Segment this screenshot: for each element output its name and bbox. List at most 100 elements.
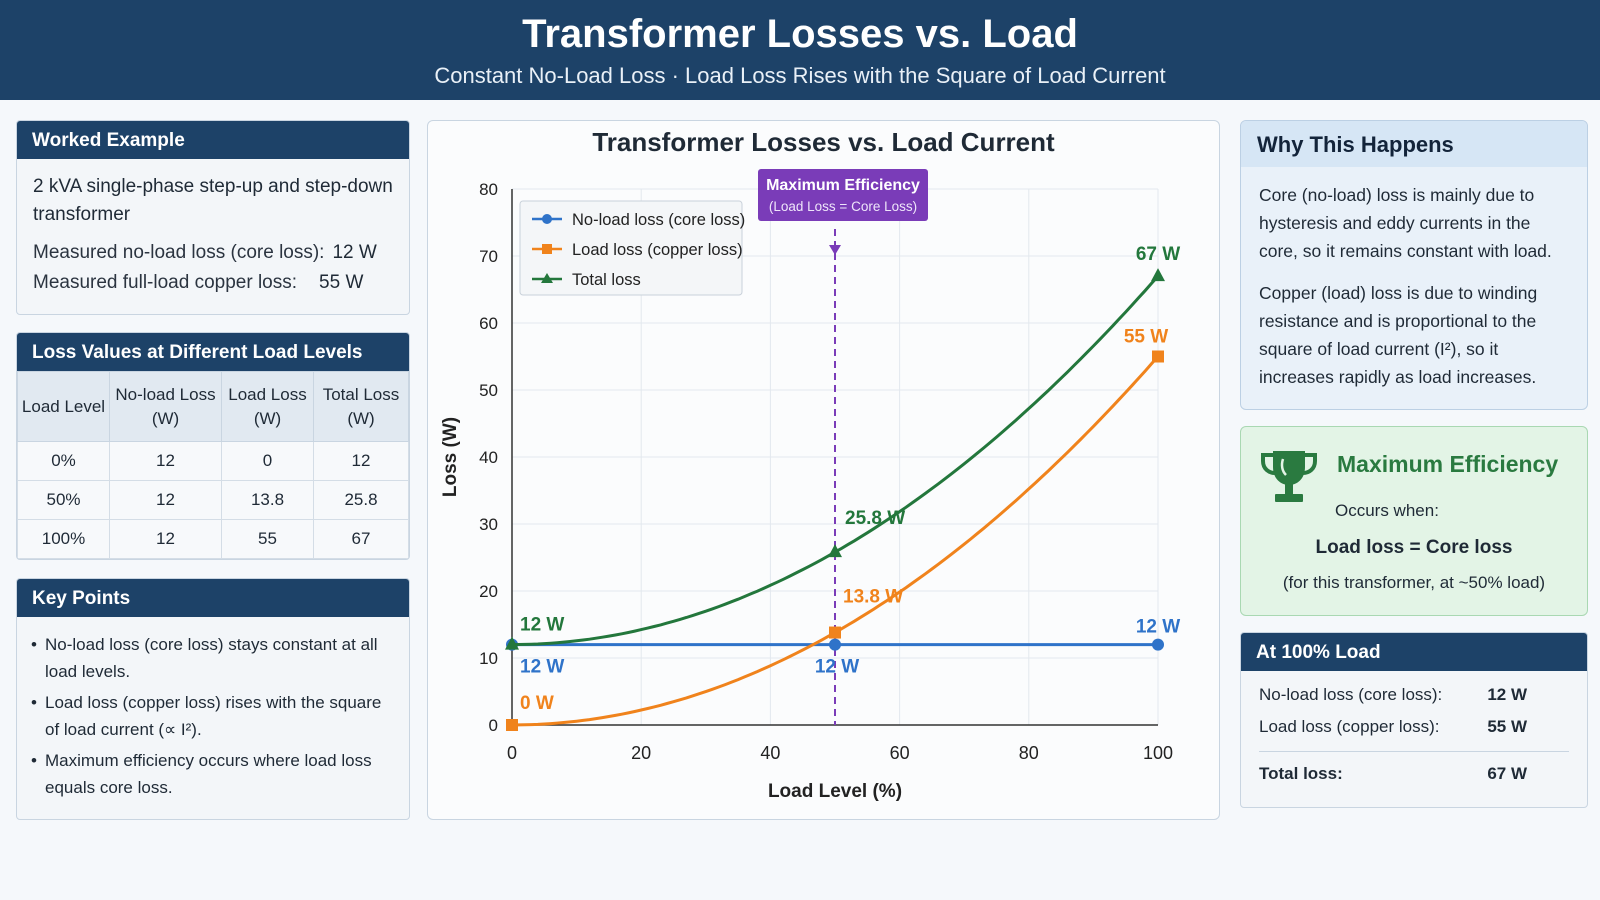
data-label: 0 W <box>520 693 554 714</box>
data-point <box>1152 350 1164 363</box>
full-load-panel: At 100% Load No-load loss (core loss): 1… <box>1240 632 1588 808</box>
x-tick-label: 40 <box>760 743 780 763</box>
table-cell: 12 <box>109 519 222 559</box>
max-efficiency-title: Maximum Efficiency <box>1337 451 1559 477</box>
noload-loss-label: Measured no-load loss (core loss): <box>33 242 325 263</box>
table-row: 50% 12 13.8 25.8 <box>17 480 409 520</box>
x-tick-label: 60 <box>890 743 910 763</box>
full-load-noload-label: No-load loss (core loss): <box>1259 685 1443 704</box>
y-tick-label: 70 <box>479 247 498 266</box>
x-tick-label: 0 <box>507 743 517 763</box>
max-efficiency-note: (for this transformer, at ~50% load) <box>1282 573 1546 592</box>
table-cell: 55 <box>221 519 314 559</box>
max-efficiency-panel: Maximum Efficiency Occurs when: Load los… <box>1240 426 1588 616</box>
divider <box>1259 751 1569 752</box>
data-point <box>1151 268 1165 282</box>
full-load-copper-value: 55 W <box>1487 717 1527 736</box>
table-cell: 0 <box>221 441 314 481</box>
y-tick-label: 20 <box>479 582 498 601</box>
copper-loss-label: Measured full-load copper loss: <box>33 272 298 293</box>
chart-legend <box>519 200 743 296</box>
data-point <box>1152 638 1164 651</box>
chart-panel: 0 20 40 60 80 100 0 10 20 30 40 50 60 70 80 Load Level … <box>427 120 1220 820</box>
full-load-total-value: 67 W <box>1487 764 1527 783</box>
worked-example-panel: Worked Example 2 kVA single-phase step-u… <box>16 120 410 315</box>
data-label: 12 W <box>520 657 564 678</box>
x-axis-label: Load Level (%) <box>768 781 902 802</box>
data-label: 12 W <box>815 657 859 678</box>
y-tick-label: 80 <box>479 180 498 199</box>
table-row: 0% 12 0 12 <box>17 441 409 481</box>
data-point <box>829 626 841 639</box>
data-point <box>506 719 518 731</box>
loss-chart: 0 20 40 60 80 100 0 10 20 30 40 50 60 70 80 Load Level … <box>440 169 1180 802</box>
legend-entry: No-load loss (core loss) <box>572 211 745 229</box>
data-label: 13.8 W <box>843 587 903 608</box>
list-item: No-load loss (core loss) stays constant … <box>31 631 395 685</box>
table-cell: 12 <box>313 441 409 481</box>
x-tick-label: 20 <box>631 743 651 763</box>
noload-loss-value: 12 W <box>332 242 377 263</box>
full-load-copper-label: Load loss (copper loss): <box>1259 717 1440 736</box>
legend-entry: Total loss <box>572 271 641 289</box>
full-load-noload-value: 12 W <box>1487 685 1527 704</box>
key-points-title: Key Points <box>17 579 409 617</box>
max-efficiency-occurs: Occurs when: <box>1335 501 1439 520</box>
data-label: 12 W <box>520 615 564 636</box>
max-efficiency-arrow <box>829 245 841 255</box>
legend-marker <box>542 214 552 224</box>
table-header: Total Loss (W) <box>313 371 409 442</box>
loss-table-panel: Loss Values at Different Load Levels Loa… <box>16 332 410 560</box>
key-points-panel: Key Points No-load loss (core loss) stay… <box>16 578 410 820</box>
data-label: 67 W <box>1136 244 1180 265</box>
data-point <box>828 544 842 558</box>
list-item: Maximum efficiency occurs where load los… <box>31 747 395 801</box>
table-header: Load Level <box>17 371 110 442</box>
page-title: Transformer Losses vs. Load <box>522 12 1078 56</box>
full-load-title: At 100% Load <box>1241 633 1587 671</box>
max-efficiency-callout-title: Maximum Efficiency <box>766 177 920 194</box>
key-points-list: No-load loss (core loss) stays constant … <box>17 617 409 801</box>
y-tick-label: 60 <box>479 314 498 333</box>
full-load-total-label: Total loss: <box>1259 764 1343 783</box>
table-cell: 12 <box>109 441 222 481</box>
trophy-icon <box>1261 451 1317 502</box>
table-row: 100% 12 55 67 <box>17 519 409 559</box>
table-header: No-load Loss (W) <box>109 371 222 442</box>
table-cell: 100% <box>17 519 110 559</box>
legend-entry: Load loss (copper loss) <box>572 241 743 259</box>
y-tick-label: 30 <box>479 515 498 534</box>
chart-title: Transformer Losses vs. Load Current <box>592 127 1055 157</box>
legend-marker <box>542 244 552 254</box>
copper-loss-value: 55 W <box>319 272 364 293</box>
table-cell: 25.8 <box>313 480 409 520</box>
y-tick-label: 50 <box>479 381 498 400</box>
y-axis-label: Loss (W) <box>440 417 461 497</box>
why-paragraph-core: Core (no-load) loss is mainly due to hys… <box>1259 185 1552 261</box>
loss-table-title: Loss Values at Different Load Levels <box>17 333 409 371</box>
table-cell: 0% <box>17 441 110 481</box>
data-point <box>829 638 841 651</box>
data-label: 25.8 W <box>845 508 905 529</box>
data-label: 55 W <box>1124 327 1168 348</box>
transformer-description: 2 kVA single-phase step-up and step-down… <box>33 176 393 225</box>
table-cell: 50% <box>17 480 110 520</box>
x-tick-label: 80 <box>1019 743 1039 763</box>
max-efficiency-callout-subtitle: (Load Loss = Core Loss) <box>769 199 917 214</box>
table-header: Load Loss (W) <box>221 371 314 442</box>
max-efficiency-callout <box>758 169 928 221</box>
page-subtitle: Constant No-Load Loss · Load Loss Rises … <box>434 63 1166 88</box>
data-label: 12 W <box>1136 617 1180 638</box>
y-tick-label: 10 <box>479 649 498 668</box>
worked-example-title: Worked Example <box>17 121 409 159</box>
list-item: Load loss (copper loss) rises with the s… <box>31 689 395 743</box>
x-tick-label: 100 <box>1143 743 1173 763</box>
max-efficiency-condition: Load loss = Core loss <box>1315 537 1513 558</box>
y-tick-label: 40 <box>479 448 498 467</box>
legend-marker <box>541 273 553 283</box>
table-cell: 67 <box>313 519 409 559</box>
table-cell: 12 <box>109 480 222 520</box>
why-paragraph-copper: Copper (load) loss is due to winding res… <box>1259 283 1538 387</box>
y-tick-label: 0 <box>489 716 498 735</box>
why-panel: Why This Happens Core (no-load) loss is … <box>1240 120 1588 410</box>
